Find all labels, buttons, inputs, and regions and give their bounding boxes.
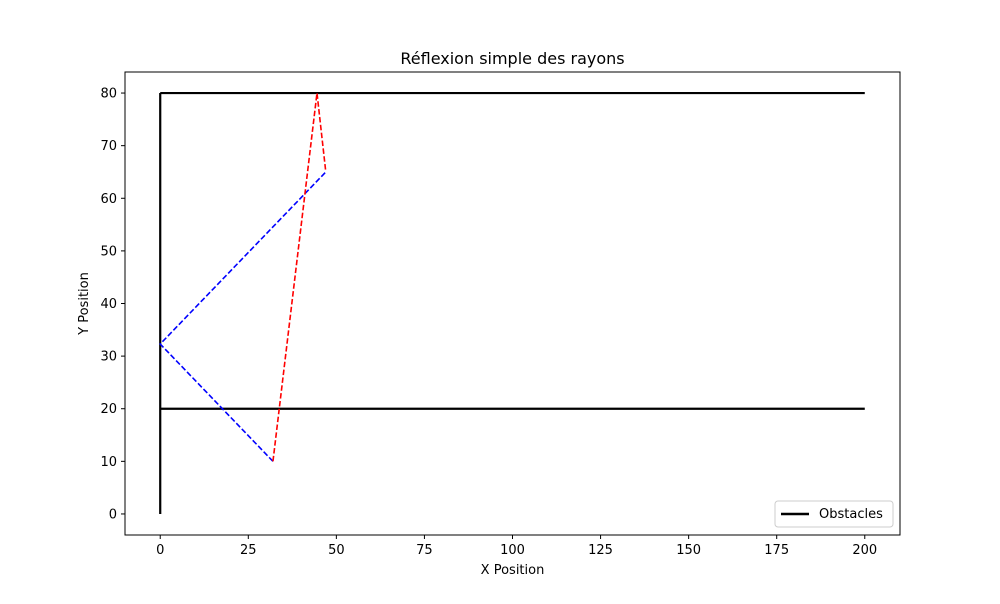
x-tick-label: 200: [852, 543, 877, 558]
y-axis-label: Y Position: [77, 272, 92, 336]
y-tick-label: 20: [100, 402, 117, 417]
legend-label-obstacles: Obstacles: [819, 507, 883, 522]
y-tick-label: 10: [100, 455, 117, 470]
series-1-line: [159, 171, 327, 462]
x-tick-label: 125: [588, 543, 613, 558]
x-tick-label: 25: [240, 543, 257, 558]
y-tick-label: 60: [100, 192, 117, 207]
legend-box: [774, 500, 894, 528]
plot-area: [125, 72, 900, 535]
x-axis-label: X Position: [481, 563, 545, 578]
y-tick-label: 80: [100, 87, 117, 102]
y-ticks: 0 10 20 30 40 50 60 70 80: [100, 87, 125, 522]
x-tick-label: 100: [500, 543, 525, 558]
y-tick-label: 0: [109, 507, 117, 522]
y-tick-label: 50: [100, 244, 117, 259]
x-tick-label: 150: [676, 543, 701, 558]
x-tick-label: 50: [328, 543, 345, 558]
chart-title: Réflexion simple des rayons: [400, 49, 624, 68]
y-tick-label: 40: [100, 297, 117, 312]
x-tick-label: 75: [416, 543, 433, 558]
legend: Obstacles: [774, 500, 894, 528]
series-2-line: [272, 92, 327, 462]
x-tick-label: 175: [764, 543, 789, 558]
x-ticks: 0 25 50 75 100 125 150 175 200: [156, 535, 877, 558]
lines-layer: [159, 91, 865, 514]
y-tick-label: 30: [100, 350, 117, 365]
x-tick-label: 0: [156, 543, 164, 558]
y-tick-label: 70: [100, 139, 117, 154]
